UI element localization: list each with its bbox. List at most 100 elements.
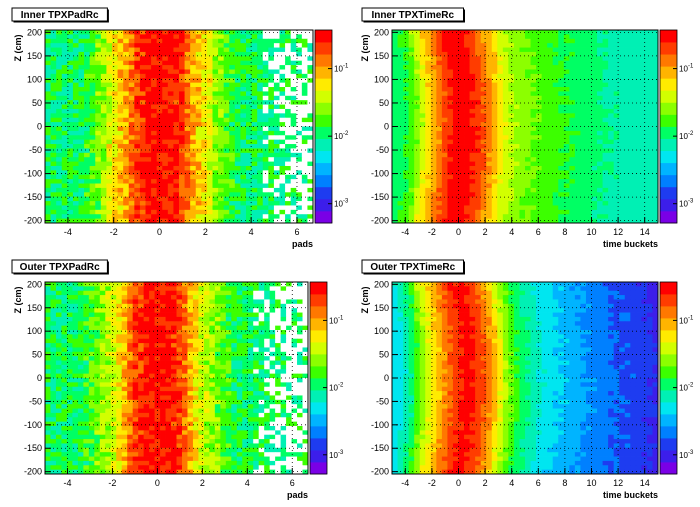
heatmap-cell [268, 104, 275, 110]
heatmap-cell [223, 205, 230, 211]
heatmap-cell [547, 104, 554, 110]
heatmap-cell [179, 139, 185, 145]
heatmap-cell [149, 299, 155, 305]
heatmap-cell [201, 165, 208, 171]
heatmap-cell [646, 205, 653, 211]
heatmap-cell [138, 325, 145, 331]
heatmap-cell [547, 30, 554, 35]
heatmap-cell [246, 196, 252, 202]
heatmap-cell [240, 51, 247, 57]
heatmap-cell [273, 170, 280, 176]
heatmap-cell [452, 95, 459, 101]
heatmap-cell [619, 47, 626, 53]
heatmap-cell [123, 95, 130, 101]
heatmap-cell [458, 56, 465, 62]
heatmap-cell [307, 56, 314, 62]
heatmap-cell [173, 205, 180, 211]
heatmap-cell [128, 165, 135, 171]
heatmap-cell [156, 205, 163, 211]
heatmap-cell [635, 130, 642, 136]
heatmap-cell [280, 312, 287, 318]
heatmap-cell [280, 303, 287, 309]
heatmap-cell [392, 108, 398, 114]
heatmap-cell [192, 282, 199, 287]
heatmap-cell [220, 321, 227, 327]
heatmap-cell [403, 78, 410, 84]
heatmap-cell [229, 38, 236, 44]
heatmap-cell [45, 95, 51, 101]
heatmap-cell [563, 47, 570, 53]
heatmap-cell [452, 152, 459, 158]
heatmap-cell [580, 214, 587, 220]
heatmap-cell [229, 56, 236, 62]
heatmap-cell [106, 51, 113, 57]
heatmap-cell [464, 187, 470, 193]
heatmap-cell [475, 43, 482, 48]
heatmap-cell [486, 69, 493, 75]
heatmap-cell [167, 205, 174, 211]
heatmap-cell [458, 192, 465, 198]
heatmap-cell [641, 130, 648, 136]
heatmap-cell [408, 87, 415, 92]
heatmap-cell [84, 122, 91, 127]
heatmap-cell [139, 214, 146, 220]
heatmap-cell [430, 192, 437, 198]
heatmap-cell [430, 187, 437, 193]
heatmap-cell [580, 192, 587, 198]
heatmap-cell [78, 192, 85, 198]
heatmap-cell [78, 170, 85, 176]
heatmap-cell [89, 165, 96, 171]
color-bar-band [315, 138, 332, 152]
heatmap-cell [475, 179, 482, 184]
heatmap-cell [234, 126, 241, 132]
heatmap-cell [458, 196, 465, 202]
heatmap-cell [508, 82, 515, 88]
heatmap-cell [72, 157, 79, 162]
heatmap-cell [201, 174, 208, 180]
heatmap-cell [602, 104, 609, 110]
heatmap-cell [447, 126, 454, 132]
heatmap-cell [508, 117, 515, 123]
heatmap-cell [229, 209, 236, 215]
heatmap-cell [151, 43, 158, 48]
heatmap-cell [167, 60, 174, 66]
heatmap-cell [486, 87, 493, 92]
heatmap-cell [66, 321, 73, 327]
heatmap-cell [525, 214, 531, 220]
heatmap-cell [619, 144, 626, 149]
heatmap-cell [138, 290, 145, 296]
heatmap-cell [179, 69, 185, 75]
heatmap-cell [441, 148, 448, 154]
heatmap-cell [280, 325, 287, 331]
heatmap-cell [419, 108, 426, 114]
heatmap-cell [55, 308, 62, 313]
heatmap-cell [167, 126, 174, 132]
heatmap-cell [190, 95, 197, 101]
heatmap-cell [273, 196, 280, 202]
heatmap-cell [56, 87, 63, 92]
heatmap-cell [78, 196, 85, 202]
heatmap-cell [597, 82, 603, 88]
heatmap-cell [519, 201, 526, 206]
heatmap-cell [279, 56, 286, 62]
heatmap-cell [591, 135, 598, 141]
heatmap-cell [195, 108, 202, 114]
heatmap-cell [242, 290, 249, 296]
heatmap-cell [67, 174, 74, 180]
heatmap-cell [269, 330, 276, 335]
heatmap-cell [403, 82, 410, 88]
heatmap-cell [425, 34, 432, 40]
heatmap-cell [246, 47, 252, 53]
heatmap-cell [162, 117, 169, 123]
heatmap-cell [165, 325, 172, 331]
heatmap-cell [242, 303, 249, 309]
heatmap-cell [99, 303, 106, 309]
heatmap-cell [285, 144, 292, 149]
heatmap-cell [425, 214, 432, 220]
heatmap-cell [296, 165, 303, 171]
heatmap-cell [641, 34, 648, 40]
heatmap-cell [139, 122, 146, 127]
heatmap-cell [569, 209, 576, 215]
heatmap-cell [624, 170, 631, 176]
heatmap-cell [547, 108, 554, 114]
